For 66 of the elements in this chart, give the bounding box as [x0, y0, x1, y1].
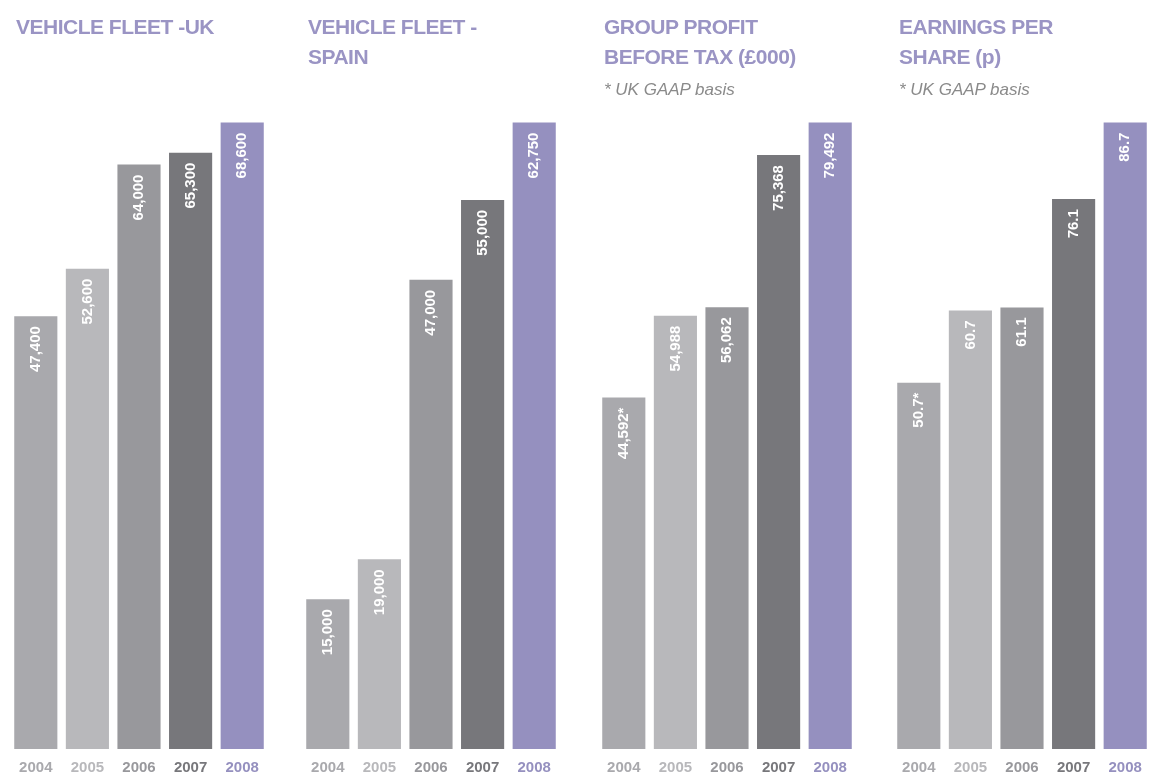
- x-tick-label: 2004: [902, 758, 937, 776]
- bar: [512, 122, 556, 749]
- bar: [1052, 199, 1096, 749]
- data-label: 64,000: [129, 174, 147, 221]
- x-tick-label: 2006: [710, 758, 744, 776]
- data-label: 47,000: [421, 289, 439, 336]
- data-label: 76.1: [1063, 209, 1081, 239]
- data-label: 56,062: [717, 317, 735, 364]
- x-tick-label: 2008: [225, 758, 259, 776]
- chart-title: VEHICLE FLEET -UK: [16, 14, 215, 40]
- data-label: 44,592*: [613, 407, 631, 460]
- x-tick-label: 2005: [953, 758, 988, 776]
- data-label: 55,000: [472, 209, 490, 256]
- data-label: 61.1: [1012, 317, 1030, 347]
- bar: [220, 122, 264, 749]
- chart-title: GROUP PROFIT BEFORE TAX (£000): [604, 14, 797, 70]
- bar: [14, 316, 58, 749]
- x-tick-label: 2007: [173, 758, 208, 776]
- bar: [653, 315, 697, 749]
- data-label: 60.7: [960, 320, 978, 350]
- data-label: 79,492: [820, 132, 838, 179]
- chart-subtitle: * UK GAAP basis: [899, 80, 1030, 100]
- data-label: 19,000: [369, 569, 387, 616]
- chart-title: EARNINGS PER SHARE (p): [899, 14, 1054, 70]
- x-tick-label: 2007: [1056, 758, 1091, 776]
- data-label: 50.7*: [908, 392, 926, 428]
- bar: [306, 599, 350, 749]
- bar: [1103, 122, 1147, 749]
- x-tick-label: 2008: [517, 758, 551, 776]
- x-tick-label: 2005: [362, 758, 397, 776]
- x-tick-label: 2007: [465, 758, 500, 776]
- bar: [948, 310, 992, 749]
- bar: [808, 122, 852, 749]
- bar: [117, 164, 161, 749]
- data-label: 62,750: [524, 132, 542, 179]
- bar: [757, 155, 801, 749]
- bar: [409, 279, 453, 749]
- data-label: 52,600: [77, 278, 95, 325]
- data-label: 65,300: [180, 162, 198, 209]
- bar: [169, 152, 213, 749]
- x-tick-label: 2005: [658, 758, 693, 776]
- data-label: 86.7: [1115, 132, 1133, 162]
- x-tick-label: 2006: [414, 758, 448, 776]
- x-tick-label: 2005: [70, 758, 105, 776]
- data-label: 15,000: [317, 609, 335, 656]
- bar: [897, 382, 941, 749]
- data-label: 47,400: [25, 326, 43, 373]
- x-tick-label: 2004: [19, 758, 54, 776]
- bar: [1000, 307, 1044, 749]
- bar: [461, 199, 505, 749]
- data-label: 54,988: [665, 325, 683, 372]
- chart-subtitle: * UK GAAP basis: [604, 80, 735, 100]
- x-tick-label: 2008: [1108, 758, 1142, 776]
- x-tick-label: 2008: [813, 758, 847, 776]
- chart-title: VEHICLE FLEET -SPAIN: [308, 14, 478, 70]
- data-label: 75,368: [768, 165, 786, 211]
- bar: [705, 307, 749, 749]
- data-label: 68,600: [232, 132, 250, 179]
- bar: [357, 559, 401, 749]
- x-tick-label: 2004: [607, 758, 642, 776]
- x-tick-label: 2007: [761, 758, 796, 776]
- bar: [602, 397, 646, 749]
- bar: [65, 268, 109, 749]
- x-tick-label: 2004: [311, 758, 346, 776]
- x-tick-label: 2006: [122, 758, 156, 776]
- x-tick-label: 2006: [1005, 758, 1039, 776]
